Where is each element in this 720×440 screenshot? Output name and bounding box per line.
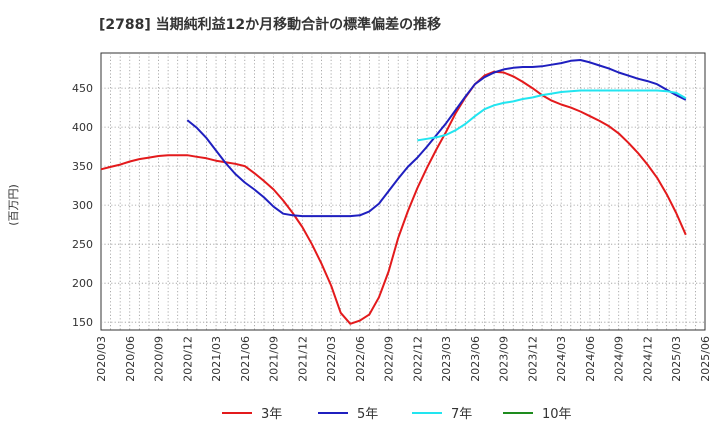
y-tick-label: 450 (72, 82, 93, 95)
x-tick-label: 2025/03 (670, 336, 683, 382)
y-tick-label: 150 (72, 316, 93, 329)
x-tick-label: 2023/03 (440, 336, 453, 382)
x-tick-label: 2020/09 (153, 336, 166, 382)
y-tick-label: 300 (72, 199, 93, 212)
series-lines (100, 59, 687, 325)
x-tick-label: 2025/06 (699, 336, 712, 382)
legend: 3年 5年 7年 10年 (222, 407, 572, 422)
y-tick-label: 200 (72, 277, 93, 290)
x-tick-label: 2024/06 (584, 336, 597, 382)
series-line-3年 (100, 70, 687, 325)
y-axis-label: (百万円) (7, 184, 20, 226)
legend-label-7年: 7年 (451, 407, 472, 422)
x-tick-label: 2023/06 (469, 336, 482, 382)
y-tick-label: 250 (72, 238, 93, 251)
x-tick-label: 2020/03 (95, 336, 108, 382)
x-tick-label: 2020/12 (181, 336, 194, 382)
x-tick-label: 2021/12 (296, 336, 309, 382)
x-tick-label: 2023/12 (526, 336, 539, 382)
grid (101, 53, 705, 330)
x-tick-label: 2022/03 (325, 336, 338, 382)
x-tick-label: 2024/12 (641, 336, 654, 382)
legend-label-3年: 3年 (261, 407, 282, 422)
chart-title: [2788] 当期純利益12か月移動合計の標準偏差の推移 (99, 16, 441, 33)
x-tick-label: 2022/09 (383, 336, 396, 382)
series-line-5年 (186, 59, 687, 218)
x-axis: 2020/03 2020/06 2020/09 2020/12 2021/03 2021/… (95, 336, 712, 382)
x-tick-label: 2024/09 (613, 336, 626, 382)
x-tick-label: 2024/03 (555, 336, 568, 382)
legend-label-10年: 10年 (542, 407, 572, 422)
y-tick-label: 400 (72, 121, 93, 134)
y-axis: 150 200 250 300 350 400 450 (72, 82, 93, 329)
x-tick-label: 2021/03 (210, 336, 223, 382)
plot-area (100, 52, 706, 331)
x-tick-label: 2021/06 (239, 336, 252, 382)
x-tick-label: 2020/06 (124, 336, 137, 382)
series-line-7年 (417, 89, 687, 142)
x-tick-label: 2022/12 (411, 336, 424, 382)
y-tick-label: 350 (72, 160, 93, 173)
x-tick-label: 2021/09 (268, 336, 281, 382)
legend-label-5年: 5年 (357, 407, 378, 422)
x-tick-label: 2023/09 (498, 336, 511, 382)
x-tick-label: 2022/06 (354, 336, 367, 382)
